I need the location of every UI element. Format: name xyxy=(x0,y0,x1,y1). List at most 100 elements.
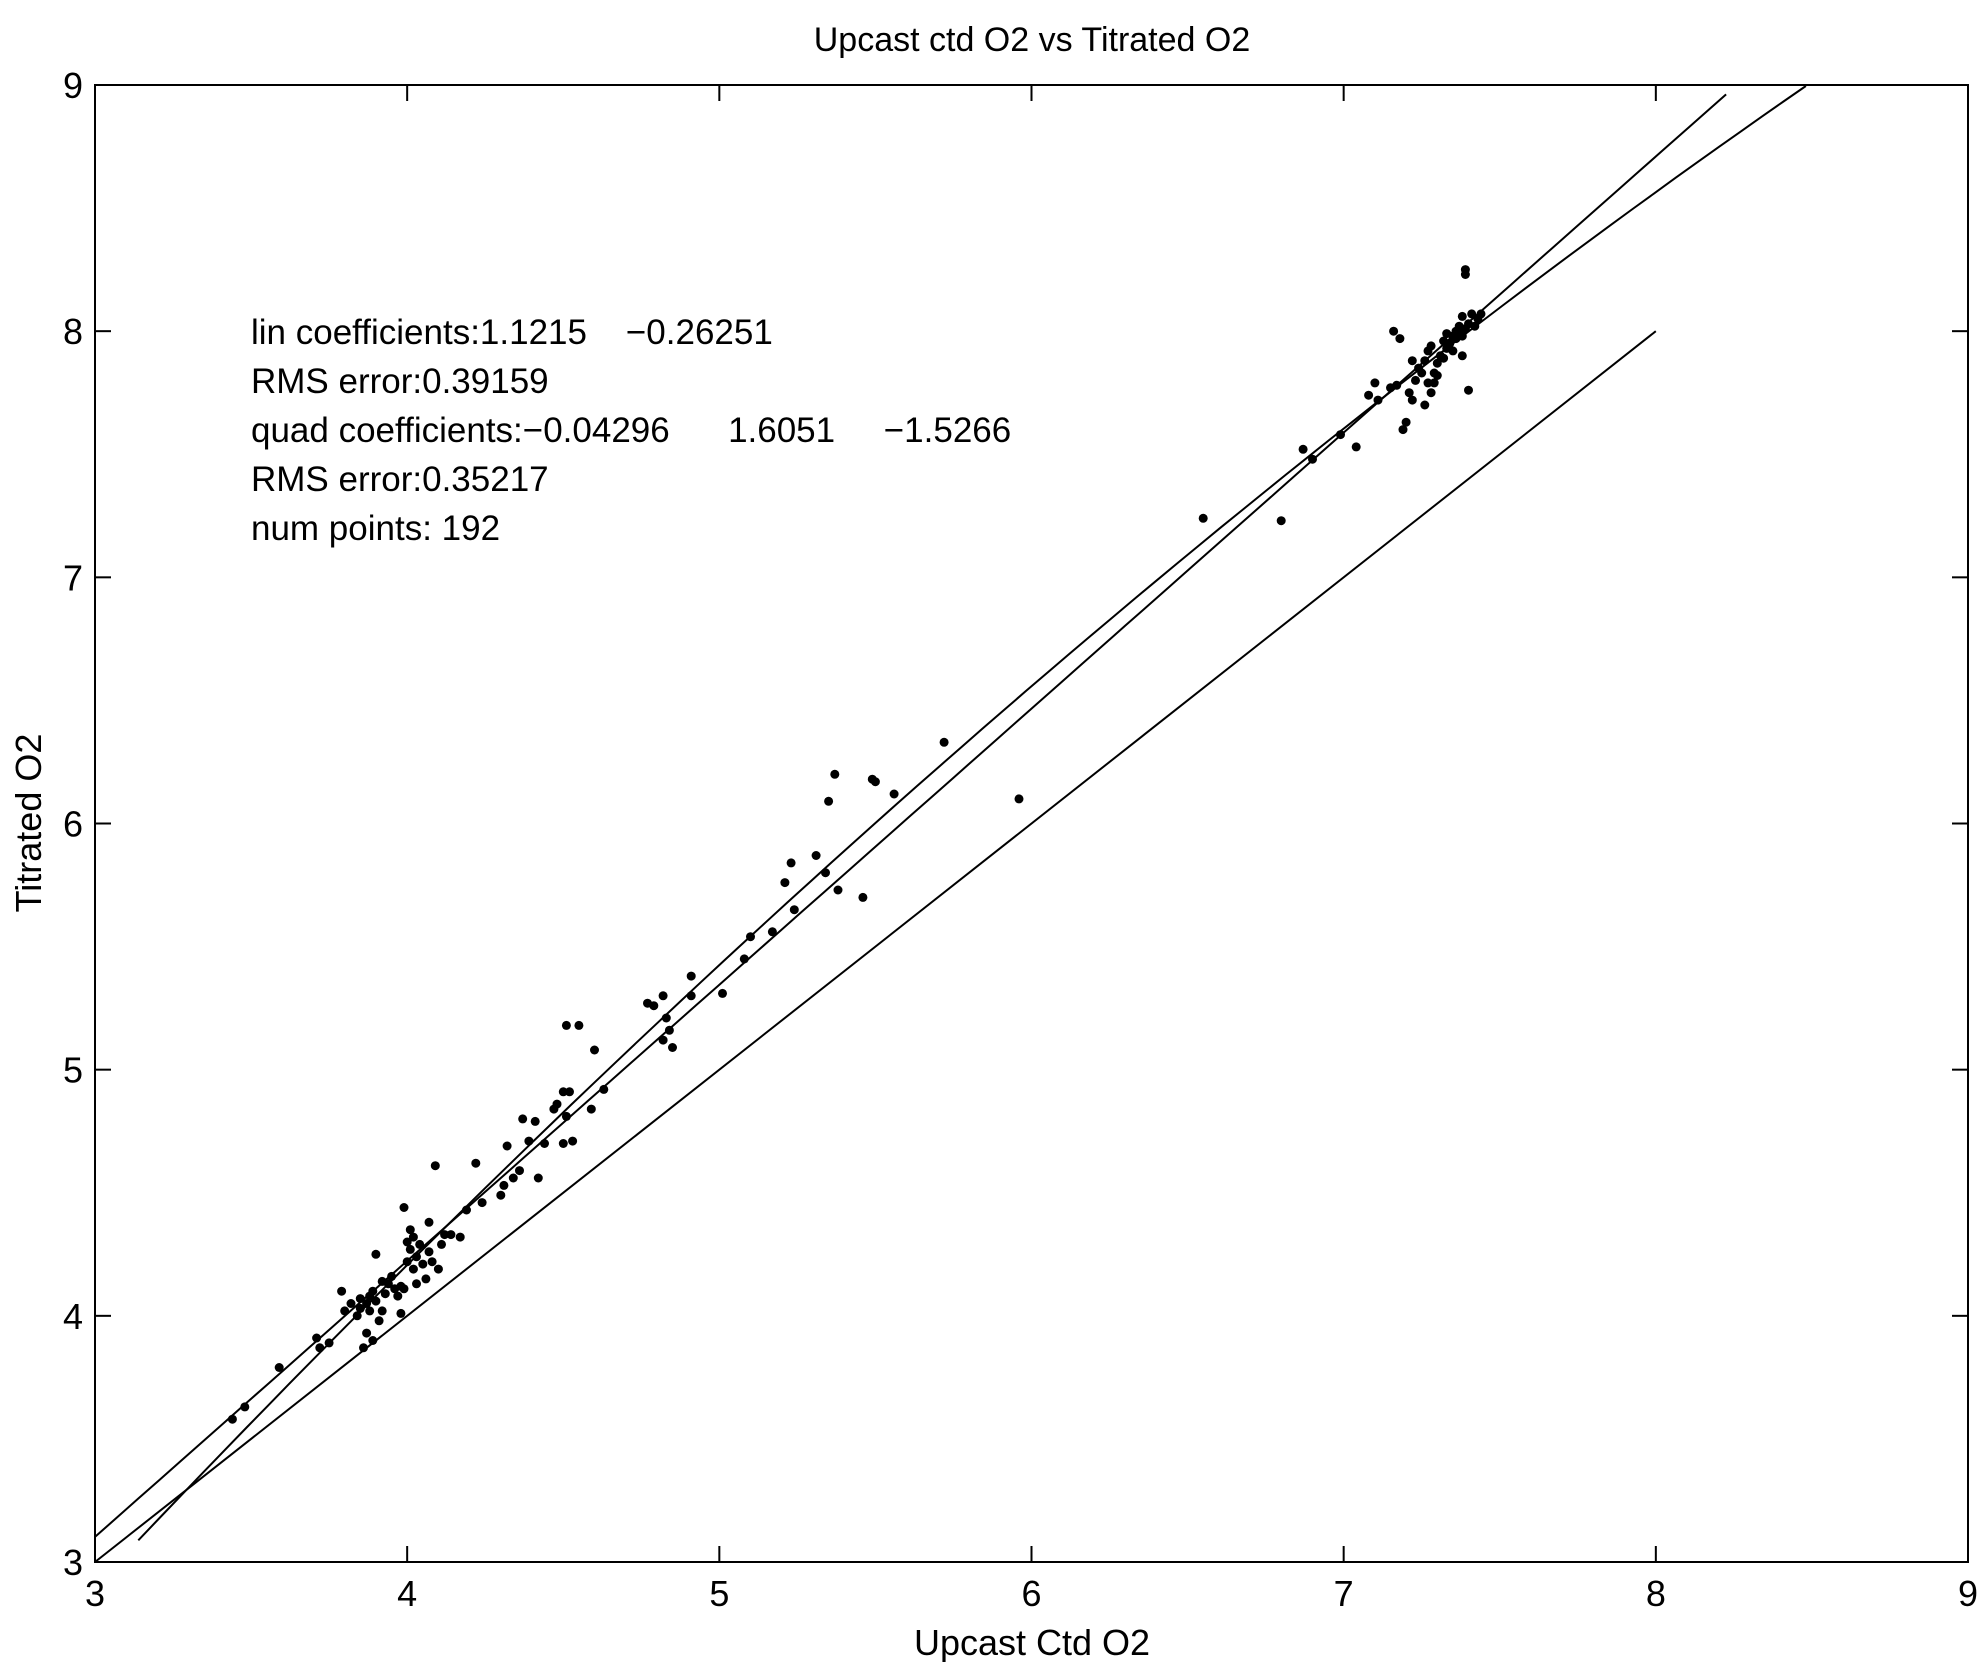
y-tick-label: 8 xyxy=(63,311,83,352)
data-point xyxy=(540,1139,549,1148)
data-point xyxy=(374,1316,384,1326)
data-point xyxy=(437,1239,446,1249)
data-point xyxy=(430,1161,440,1171)
data-point xyxy=(399,1284,409,1294)
data-point xyxy=(811,851,821,860)
x-tick-label: 9 xyxy=(1958,1573,1978,1614)
data-point xyxy=(1401,417,1411,427)
data-point xyxy=(658,1035,668,1045)
x-tick-label: 6 xyxy=(1021,1573,1041,1614)
x-tick-label: 3 xyxy=(85,1573,105,1614)
data-point xyxy=(412,1252,421,1262)
data-point xyxy=(558,1087,568,1097)
data-point xyxy=(405,1244,415,1254)
x-tick-label: 5 xyxy=(709,1573,729,1614)
data-point xyxy=(833,885,843,895)
data-point xyxy=(462,1205,471,1215)
data-point xyxy=(377,1306,387,1316)
data-point xyxy=(1407,395,1417,405)
data-point xyxy=(418,1259,428,1269)
data-point xyxy=(661,1013,671,1023)
data-point xyxy=(393,1291,403,1301)
data-point xyxy=(1373,395,1383,405)
data-point xyxy=(1464,385,1473,395)
data-point xyxy=(1420,356,1430,366)
data-point xyxy=(718,988,727,998)
data-point xyxy=(1392,380,1402,390)
data-point xyxy=(1467,309,1477,319)
data-point xyxy=(402,1237,412,1247)
data-point xyxy=(1364,390,1374,400)
data-point xyxy=(227,1414,237,1424)
data-point xyxy=(1198,513,1208,523)
data-point xyxy=(561,1111,571,1121)
data-point xyxy=(396,1308,406,1318)
annotation-lin-rms-error: RMS error:0.39159 xyxy=(251,362,549,401)
chart-title: Upcast ctd O2 vs Titrated O2 xyxy=(814,21,1251,59)
data-point xyxy=(405,1225,415,1235)
data-point xyxy=(371,1296,381,1306)
data-point xyxy=(1417,368,1427,378)
data-point xyxy=(1470,321,1480,331)
data-point xyxy=(889,789,899,799)
y-tick-label: 9 xyxy=(63,65,83,106)
data-point xyxy=(1457,311,1467,321)
data-point xyxy=(1423,378,1433,388)
data-point xyxy=(1351,442,1361,452)
data-point xyxy=(477,1198,487,1208)
data-point xyxy=(362,1299,372,1308)
x-tick-label: 8 xyxy=(1646,1573,1666,1614)
data-point xyxy=(533,1173,543,1183)
data-point xyxy=(515,1166,524,1176)
data-point xyxy=(421,1274,431,1284)
data-point xyxy=(368,1286,378,1296)
data-point xyxy=(337,1286,347,1296)
data-point xyxy=(590,1045,599,1055)
data-point xyxy=(315,1343,325,1353)
data-point xyxy=(1014,794,1024,804)
data-point xyxy=(362,1328,372,1338)
y-axis-label: Titrated O2 xyxy=(8,734,49,913)
data-point xyxy=(1432,358,1442,368)
data-point xyxy=(496,1190,506,1200)
data-point xyxy=(371,1249,381,1259)
data-point xyxy=(355,1294,365,1304)
data-point xyxy=(1308,454,1317,464)
data-point xyxy=(1276,516,1286,526)
data-point xyxy=(668,1043,677,1052)
x-axis-label: Upcast Ctd O2 xyxy=(914,1622,1150,1662)
data-point xyxy=(658,991,668,1001)
data-point xyxy=(1457,331,1467,341)
data-point xyxy=(274,1363,284,1372)
data-point xyxy=(359,1343,368,1353)
data-point xyxy=(1389,326,1399,336)
data-point xyxy=(1426,388,1436,398)
data-point xyxy=(574,1020,584,1030)
annotation-quad-rms-error: RMS error:0.35217 xyxy=(251,460,549,499)
data-point xyxy=(368,1336,378,1345)
reference-fit-line xyxy=(94,330,1657,1563)
y-tick-label: 4 xyxy=(63,1296,83,1337)
data-point xyxy=(599,1084,609,1094)
data-point xyxy=(1460,270,1470,279)
data-point xyxy=(821,868,830,878)
data-point xyxy=(424,1247,434,1257)
data-point xyxy=(1298,444,1308,454)
data-point xyxy=(1439,353,1449,363)
data-point xyxy=(399,1203,409,1212)
data-point xyxy=(767,927,777,937)
x-tick-label: 7 xyxy=(1334,1573,1354,1614)
data-point xyxy=(499,1180,509,1190)
data-point xyxy=(312,1333,322,1343)
data-point xyxy=(1445,339,1455,348)
data-point xyxy=(780,878,790,888)
y-tick-label: 6 xyxy=(63,804,83,845)
data-point xyxy=(346,1299,356,1308)
data-point xyxy=(440,1230,450,1240)
data-point xyxy=(1395,334,1405,344)
data-point xyxy=(649,1001,659,1011)
axes: 3 4 5 6 7 8 9 3 4 5 6 7 8 9 xyxy=(63,65,1978,1614)
data-point xyxy=(383,1279,393,1289)
data-point xyxy=(830,769,840,779)
